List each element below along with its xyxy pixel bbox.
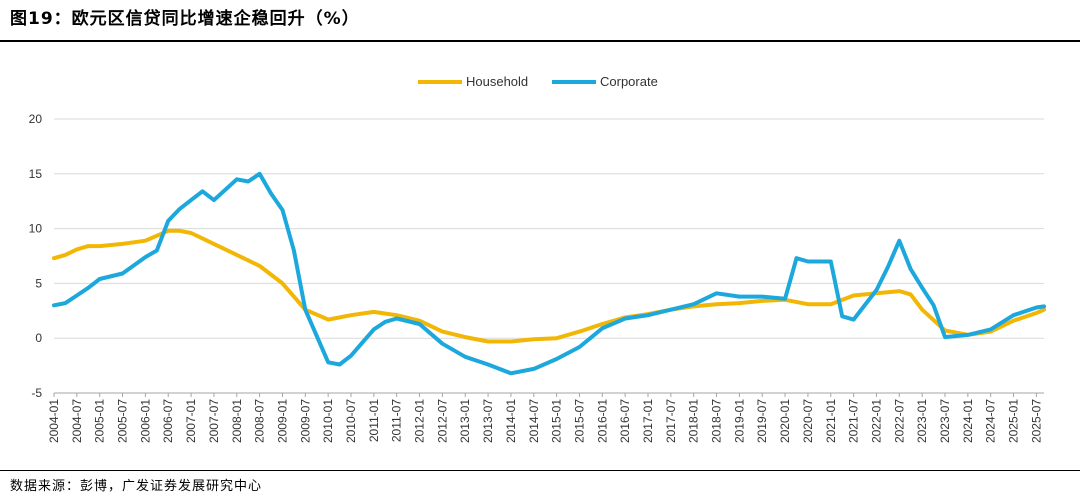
source-note: 数据来源：彭博，广发证券发展研究中心 bbox=[10, 479, 263, 494]
x-tick-label: 2015-07 bbox=[572, 399, 586, 443]
x-tick-label: 2005-07 bbox=[116, 399, 130, 443]
series-line-corporate bbox=[52, 171, 1046, 376]
x-tick-label: 2011-01 bbox=[367, 399, 381, 442]
x-tick-label: 2014-07 bbox=[527, 399, 541, 443]
x-tick-label: 2016-07 bbox=[618, 399, 632, 443]
x-tick-label: 2017-01 bbox=[641, 399, 655, 443]
x-tick-label: 2006-01 bbox=[138, 399, 152, 443]
x-tick-label: 2019-07 bbox=[755, 399, 769, 443]
x-tick-label: 2013-01 bbox=[458, 399, 472, 443]
x-tick-label: 2015-01 bbox=[550, 399, 564, 443]
x-tick-label: 2013-07 bbox=[481, 399, 495, 443]
x-tick-label: 2016-01 bbox=[595, 399, 609, 443]
x-tick-label: 2006-07 bbox=[161, 399, 175, 443]
x-tick-label: 2012-01 bbox=[413, 399, 427, 443]
legend-label-corporate: Corporate bbox=[600, 74, 658, 89]
x-tick-label: 2020-01 bbox=[778, 399, 792, 443]
x-tick-label: 2008-07 bbox=[253, 399, 267, 443]
series-line-household bbox=[52, 228, 1046, 344]
x-tick-label: 2022-01 bbox=[869, 399, 883, 443]
x-tick-label: 2021-01 bbox=[824, 399, 838, 443]
x-tick-label: 2010-07 bbox=[344, 399, 358, 443]
x-tick-label: 2024-07 bbox=[984, 399, 998, 443]
y-tick-label: 0 bbox=[35, 331, 42, 345]
x-tick-label: 2023-07 bbox=[938, 399, 952, 443]
y-tick-label: 15 bbox=[29, 167, 43, 181]
y-axis-ticks: -5 0 5 10 15 20 bbox=[29, 112, 43, 400]
y-tick-label: 10 bbox=[29, 222, 43, 236]
x-tick-label: 2019-01 bbox=[732, 399, 746, 443]
x-tick-label: 2011-07 bbox=[390, 399, 404, 442]
x-tick-label: 2004-01 bbox=[47, 399, 61, 443]
x-tick-label: 2021-07 bbox=[847, 399, 861, 443]
gridlines bbox=[54, 118, 1044, 394]
x-tick-label: 2004-07 bbox=[70, 399, 84, 443]
x-tick-label: 2017-07 bbox=[664, 399, 678, 443]
x-tick-label: 2022-07 bbox=[892, 399, 906, 443]
y-tick-label: -5 bbox=[31, 386, 42, 400]
x-tick-label: 2009-07 bbox=[298, 399, 312, 443]
x-tick-label: 2025-07 bbox=[1029, 399, 1043, 443]
x-tick-label: 2008-01 bbox=[230, 399, 244, 443]
x-tick-label: 2009-01 bbox=[275, 399, 289, 443]
x-tick-label: 2014-01 bbox=[504, 399, 518, 443]
source-rule bbox=[0, 470, 1080, 471]
x-tick-label: 2024-01 bbox=[961, 399, 975, 443]
x-tick-label: 2012-07 bbox=[435, 399, 449, 443]
legend-label-household: Household bbox=[466, 74, 528, 89]
x-tick-label: 2007-01 bbox=[184, 399, 198, 443]
x-tick-label: 2010-01 bbox=[321, 399, 335, 443]
y-tick-label: 20 bbox=[29, 112, 43, 126]
figure-title: 图19：欧元区信贷同比增速企稳回升（%） bbox=[10, 9, 360, 29]
x-tick-label: 2020-07 bbox=[801, 399, 815, 443]
series-lines bbox=[52, 171, 1046, 376]
x-tick-label: 2007-07 bbox=[207, 399, 221, 443]
title-rule bbox=[0, 40, 1080, 42]
x-tick-label: 2025-01 bbox=[1007, 399, 1021, 443]
x-tick-label: 2005-01 bbox=[93, 399, 107, 443]
y-tick-label: 5 bbox=[35, 276, 42, 290]
legend: Household Corporate bbox=[418, 74, 658, 89]
x-tick-label: 2018-07 bbox=[710, 399, 724, 443]
x-tick-label: 2018-01 bbox=[687, 399, 701, 443]
x-axis-ticks: 2004-01 2004-07 2005-01 2005-07 2006-01 2006-… bbox=[47, 393, 1043, 443]
x-tick-label: 2023-01 bbox=[915, 399, 929, 443]
